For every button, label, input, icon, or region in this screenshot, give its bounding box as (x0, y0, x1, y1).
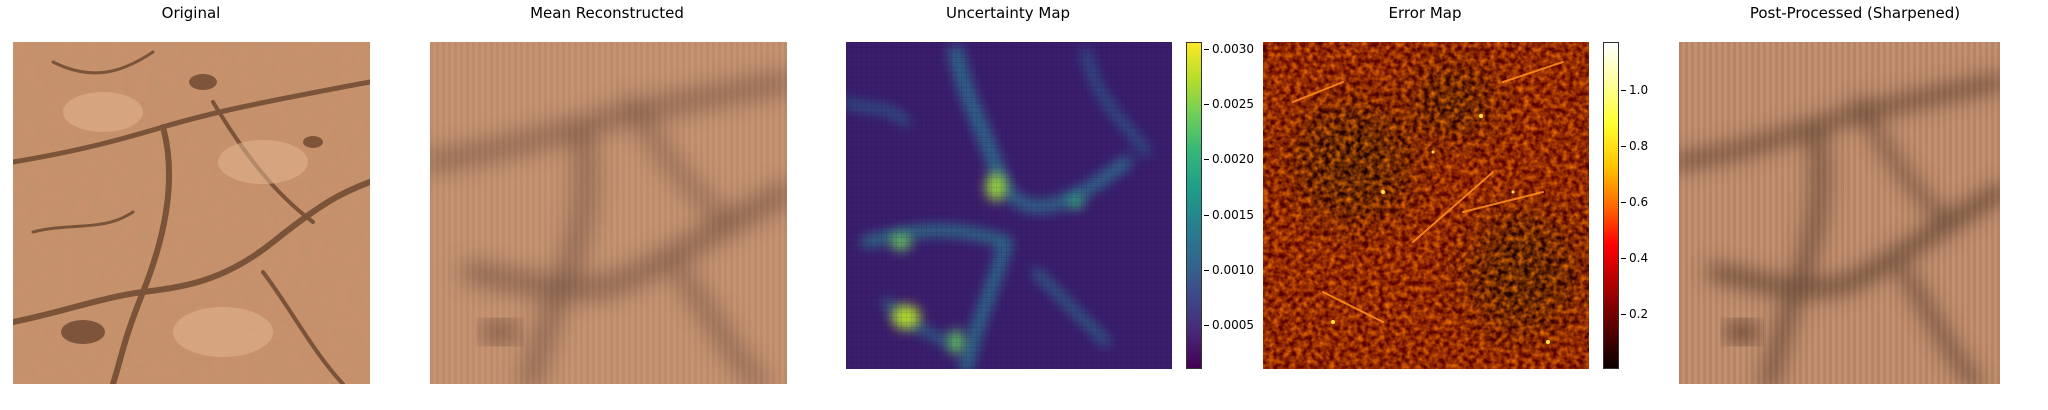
uncertainty-tick-0030: 0.0030 (1204, 42, 1254, 56)
mean-reconstructed-svg (430, 42, 787, 384)
original-rock-svg (13, 42, 370, 384)
error-tick-02: 0.2 (1620, 307, 1649, 321)
uncertainty-tick-0010: 0.0010 (1204, 263, 1254, 277)
uncertainty-colorbar (1186, 42, 1202, 369)
error-colorbar (1603, 42, 1619, 369)
error-map-image (1263, 42, 1589, 369)
uncertainty-tick-0015: 0.0015 (1204, 208, 1254, 222)
error-tick-06: 0.6 (1620, 195, 1649, 209)
post-processed-svg (1679, 42, 2000, 384)
panel-title-error-map: Error Map (1388, 4, 1462, 22)
error-tick-08: 0.8 (1620, 139, 1649, 153)
uncertainty-tick-0005: 0.0005 (1204, 318, 1254, 332)
mean-reconstructed-image (430, 42, 787, 384)
uncertainty-tick-0020: 0.0020 (1204, 152, 1254, 166)
uncertainty-map-svg (846, 42, 1172, 369)
uncertainty-map-image (846, 42, 1172, 369)
error-tick-10: 1.0 (1620, 83, 1649, 97)
error-tick-04: 0.4 (1620, 251, 1649, 265)
post-processed-image (1679, 42, 2000, 384)
uncertainty-tick-0025: 0.0025 (1204, 97, 1254, 111)
panel-title-original: Original (161, 4, 221, 22)
original-image (13, 42, 370, 384)
panel-title-uncertainty-map: Uncertainty Map (945, 4, 1071, 22)
panel-title-mean-reconstructed: Mean Reconstructed (530, 4, 684, 22)
panel-title-post-processed: Post-Processed (Sharpened) (1749, 4, 1961, 22)
error-map-svg (1263, 42, 1589, 369)
